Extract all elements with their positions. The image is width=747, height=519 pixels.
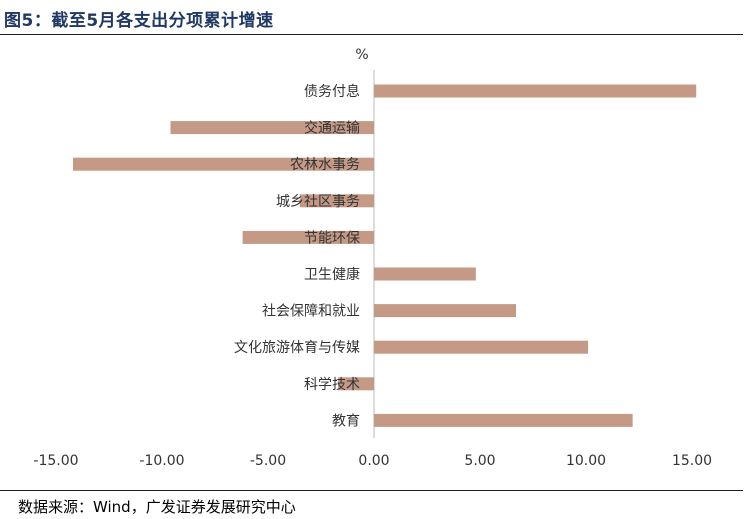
bar-6 — [374, 304, 516, 318]
page-title: 图5：截至5月各支出分项累计增速 — [4, 11, 274, 31]
bars-layer — [73, 84, 697, 427]
category-label-6: 社会保障和就业 — [262, 304, 360, 320]
category-label-2: 农林水事务 — [290, 157, 360, 173]
x-tick-label-5: 10.00 — [566, 453, 606, 469]
x-tick-label-3: 0.00 — [358, 453, 389, 469]
bar-7 — [374, 340, 589, 354]
category-label-1: 交通运输 — [304, 120, 360, 137]
category-label-9: 教育 — [332, 413, 360, 429]
x-tick-label-2: -5.00 — [250, 453, 286, 469]
title-divider — [0, 34, 743, 35]
category-label-5: 卫生健康 — [304, 266, 360, 283]
bar-8 — [338, 377, 374, 391]
category-label-3: 城乡社区事务 — [276, 194, 360, 210]
bar-1 — [170, 121, 374, 135]
bar-4 — [242, 230, 374, 244]
x-tick-label-4: 5.00 — [464, 453, 495, 469]
bar-2 — [73, 157, 374, 171]
category-label-7: 文化旅游体育与传媒 — [234, 340, 360, 356]
x-tick-labels-layer: -15.00 -10.00 -5.00 0.00 5.00 10.00 15.00 — [33, 453, 712, 469]
category-label-4: 节能环保 — [304, 230, 360, 246]
bar-5 — [374, 267, 476, 281]
x-tick-label-1: -10.00 — [139, 453, 184, 469]
category-labels-layer: 债务付息交通运输农林水事务城乡社区事务节能环保卫生健康社会保障和就业文化旅游体育… — [234, 83, 360, 429]
category-label-8: 科学技术 — [304, 377, 360, 393]
title-bar: 图5：截至5月各支出分项累计增速 — [0, 0, 747, 34]
category-label-0: 债务付息 — [304, 83, 360, 100]
x-tick-label-6: 15.00 — [672, 453, 712, 469]
bar-3 — [299, 194, 374, 208]
bar-9 — [374, 413, 633, 427]
footer-divider — [0, 490, 743, 491]
bar-0 — [374, 84, 697, 98]
unit-label: % — [355, 47, 368, 63]
source-note: 数据来源：Wind，广发证券发展研究中心 — [18, 498, 296, 516]
x-tick-label-0: -15.00 — [33, 453, 78, 469]
